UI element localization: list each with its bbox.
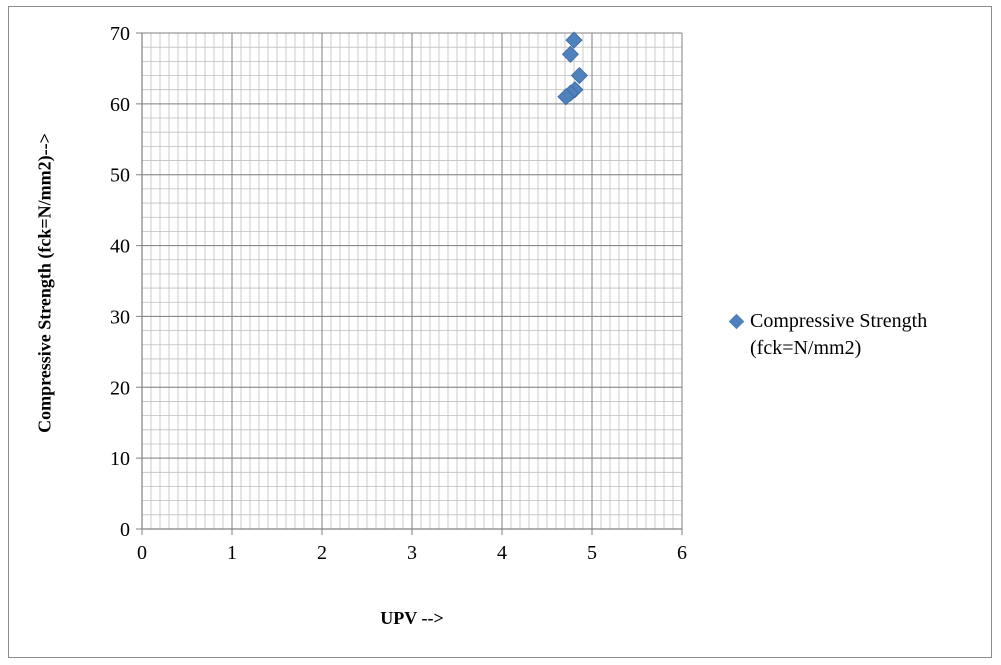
legend-entry: Compressive Strength (fck=N/mm2) [750, 308, 990, 362]
x-tick-label: 1 [227, 542, 237, 564]
y-tick-label: 70 [110, 23, 130, 45]
x-tick-label: 5 [587, 542, 597, 564]
data-point [570, 66, 588, 85]
x-tick-label: 0 [137, 542, 147, 564]
y-tick-label: 0 [120, 519, 130, 541]
data-points [557, 31, 588, 106]
data-point [561, 45, 579, 63]
data-point [565, 31, 583, 49]
data-point [557, 88, 575, 106]
y-tick-label: 20 [110, 377, 130, 399]
axes [141, 33, 682, 530]
x-axis-label: UPV --> [380, 608, 444, 628]
y-axis-label-text: Compressive Strength (fck=N/mm2)--> [34, 133, 55, 433]
x-tick-label: 4 [497, 542, 507, 564]
y-tick-label: 40 [110, 236, 130, 258]
y-tick-label: 50 [110, 165, 130, 187]
y-tick-label: 10 [110, 448, 130, 470]
chart-frame [8, 6, 992, 658]
y-tick-label: 30 [110, 306, 130, 328]
x-tick-label: 3 [407, 542, 417, 564]
y-tick-label: 60 [110, 94, 130, 116]
legend-label-line1: Compressive Strength [750, 310, 928, 332]
legend-label-line2: (fck=N/mm2) [750, 337, 862, 359]
major-gridlines [136, 32, 683, 535]
x-tick-label: 6 [677, 542, 687, 564]
x-tick-label: 2 [317, 542, 327, 564]
